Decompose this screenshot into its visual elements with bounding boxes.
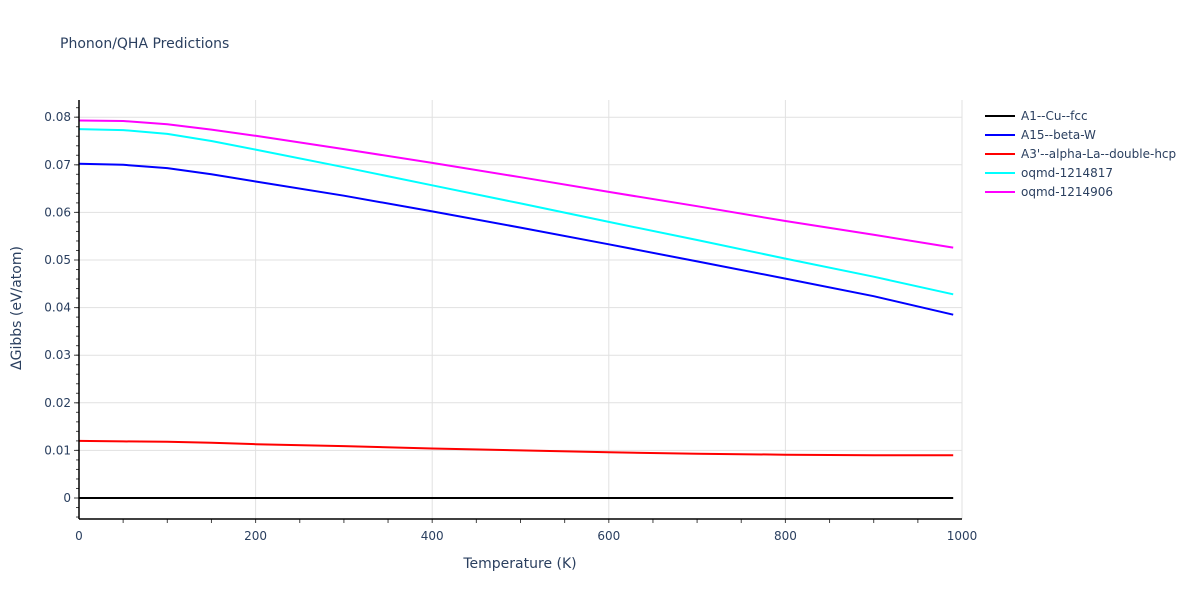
y-tick-label: 0 bbox=[63, 491, 71, 505]
series-line[interactable] bbox=[78, 128, 954, 296]
legend-item[interactable]: A1--Cu--fcc bbox=[985, 106, 1176, 125]
y-tick-label: 0.04 bbox=[44, 301, 71, 315]
y-axis-title: ΔGibbs (eV/atom) bbox=[9, 246, 25, 370]
y-tick-label: 0.07 bbox=[44, 158, 71, 172]
legend-swatch-icon bbox=[985, 133, 1015, 136]
y-tick-label: 0.03 bbox=[44, 348, 71, 362]
axes: 0 200 400 600 800 1000 0 0.01 0.02 0.03 0.04 0.05 0.… bbox=[44, 100, 977, 543]
legend-label: A15--beta-W bbox=[1021, 127, 1096, 142]
x-tick-label: 400 bbox=[421, 529, 444, 543]
data-traces bbox=[78, 119, 954, 499]
x-tick-label: 1000 bbox=[947, 529, 978, 543]
y-tick-label: 0.02 bbox=[44, 396, 71, 410]
chart-title: Phonon/QHA Predictions bbox=[60, 36, 230, 52]
legend-item[interactable]: oqmd-1214817 bbox=[985, 163, 1176, 182]
legend-swatch-icon bbox=[985, 152, 1015, 155]
y-tick-label: 0.01 bbox=[44, 443, 71, 457]
legend-label: oqmd-1214906 bbox=[1021, 184, 1114, 199]
legend-swatch-icon bbox=[985, 190, 1015, 193]
legend-label: A1--Cu--fcc bbox=[1021, 108, 1088, 123]
series-line[interactable] bbox=[78, 439, 954, 457]
legend-swatch-icon bbox=[985, 114, 1015, 117]
x-tick-label: 800 bbox=[774, 529, 797, 543]
series-line[interactable] bbox=[78, 162, 954, 316]
legend-label: A3'--alpha-La--double-hcp bbox=[1021, 146, 1177, 161]
series-line[interactable] bbox=[78, 119, 954, 249]
legend-swatch-icon bbox=[985, 171, 1015, 174]
legend-item[interactable]: A15--beta-W bbox=[985, 125, 1176, 144]
legend: A1--Cu--fcc A15--beta-W A3'--alpha-La--dou… bbox=[985, 106, 1176, 201]
legend-item[interactable]: A3'--alpha-La--double-hcp bbox=[985, 144, 1176, 163]
y-tick-label: 0.06 bbox=[44, 205, 71, 219]
y-tick-label: 0.05 bbox=[44, 253, 71, 267]
legend-item[interactable]: oqmd-1214906 bbox=[985, 182, 1176, 201]
x-axis-title: Temperature (K) bbox=[462, 556, 576, 572]
x-tick-label: 0 bbox=[75, 529, 83, 543]
y-tick-label: 0.08 bbox=[44, 110, 71, 124]
x-tick-label: 600 bbox=[597, 529, 620, 543]
x-tick-label: 200 bbox=[244, 529, 267, 543]
legend-label: oqmd-1214817 bbox=[1021, 165, 1114, 180]
gridlines bbox=[79, 100, 963, 519]
